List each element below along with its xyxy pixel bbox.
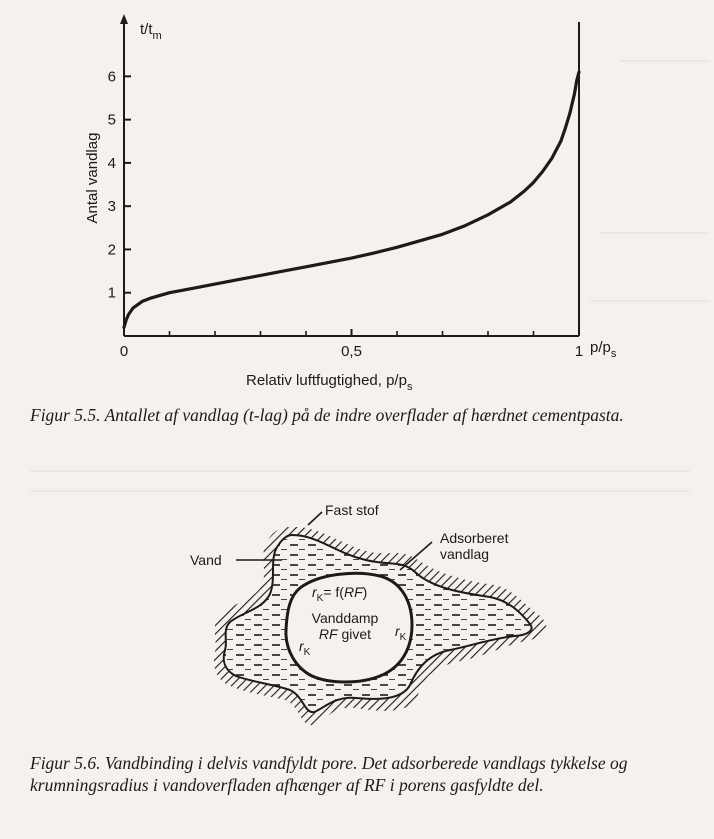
bleed-through [30, 490, 690, 492]
caption-text-1: Vandbinding i delvis vandfyldt pore. Det… [30, 753, 628, 795]
x-tick-label-2: 1 [575, 343, 583, 360]
y-axis-title: t/tm [140, 21, 162, 42]
series-line-vandlag [122, 70, 581, 329]
caption-prefix: Figur 5.5. [30, 405, 101, 425]
label-rk-left: rK [299, 638, 311, 658]
y-tick-label-4: 4 [108, 155, 116, 172]
leader-adsorberet [399, 541, 433, 571]
x-ticks [123, 329, 580, 336]
leader-fast-stof [307, 511, 323, 526]
x-axis-label: Relativ luftfugtighed, p/ps [246, 372, 413, 393]
caption-prefix: Figur 5.6. [30, 753, 101, 773]
figure-5-6-caption: Figur 5.6. Vandbinding i delvis vandfyld… [30, 752, 690, 796]
label-rk-right: rK [395, 623, 407, 643]
bleed-through [30, 470, 690, 472]
label-rf-givet: RF givet [319, 626, 371, 642]
caption-text-2: i porens gasfyldte del. [385, 775, 544, 795]
y-ticks [124, 75, 131, 294]
x-tick-label-1: 0,5 [341, 343, 362, 360]
y-tick-label-6: 6 [108, 68, 116, 85]
label-vanddamp: Vanddamp [312, 610, 379, 626]
bleed-through [590, 300, 710, 302]
y-tick-label-5: 5 [108, 112, 116, 129]
y-tick-label-2: 2 [108, 241, 116, 258]
label-vandlag: vandlag [440, 546, 489, 562]
pore-diagram: Fast stof Vand Adsorberet vandlag rK= f(… [190, 502, 547, 726]
label-adsorberet: Adsorberet [440, 530, 509, 546]
label-fast-stof: Fast stof [325, 502, 379, 518]
bleed-through [600, 232, 710, 234]
y-axis-label: Antal vandlag [84, 133, 101, 224]
label-rk-formula: rK= f(RF) [312, 584, 367, 604]
x-minor-ticks [168, 331, 535, 336]
figure-5-5-caption: Figur 5.5. Antallet af vandlag (t-lag) p… [30, 404, 690, 426]
y-tick-labels: 1 2 3 4 5 6 [108, 68, 116, 301]
caption-rf: RF [363, 775, 386, 795]
y-axis-arrow [120, 14, 128, 24]
vapour-bubble [284, 571, 414, 684]
caption-text: Antallet af vandlag (t-lag) på de indre … [104, 405, 624, 425]
y-tick-label-1: 1 [108, 285, 116, 302]
bleed-through [620, 60, 710, 62]
leader-lines [236, 511, 433, 571]
x-tick-label-0: 0 [120, 343, 128, 360]
label-vand: Vand [190, 552, 222, 568]
y-tick-label-3: 3 [108, 198, 116, 215]
x-tick-labels: 0 0,5 1 [120, 343, 583, 360]
x-axis-end-label: p/ps [590, 339, 617, 360]
